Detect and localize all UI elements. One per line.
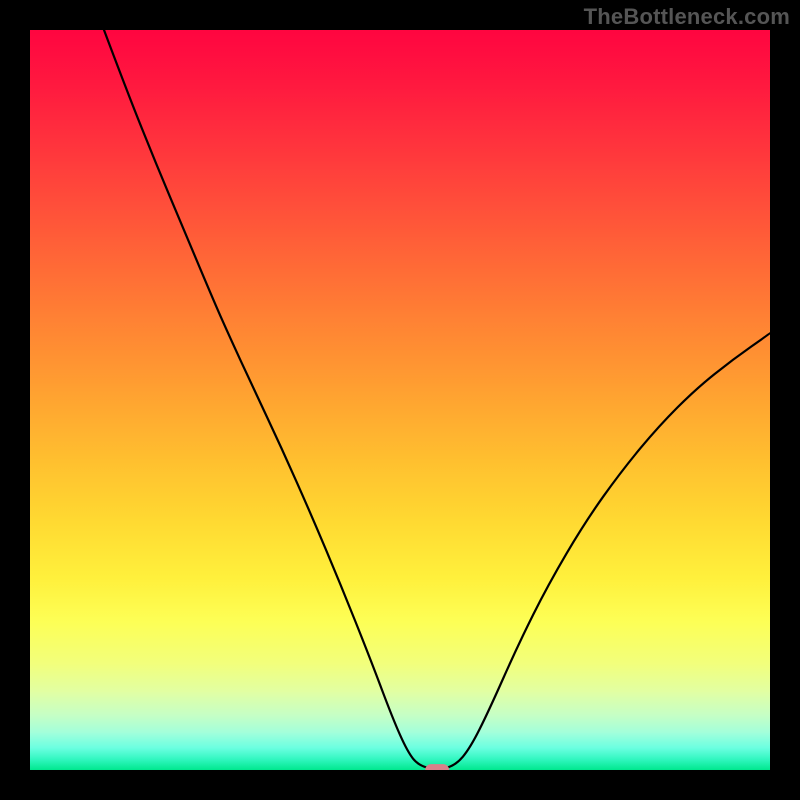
plot-area <box>30 30 770 770</box>
watermark-text: TheBottleneck.com <box>584 4 790 30</box>
optimal-point-marker-pill <box>425 764 449 770</box>
optimal-point-marker <box>425 764 449 770</box>
chart-frame: TheBottleneck.com <box>0 0 800 800</box>
bottleneck-curve <box>30 30 770 770</box>
